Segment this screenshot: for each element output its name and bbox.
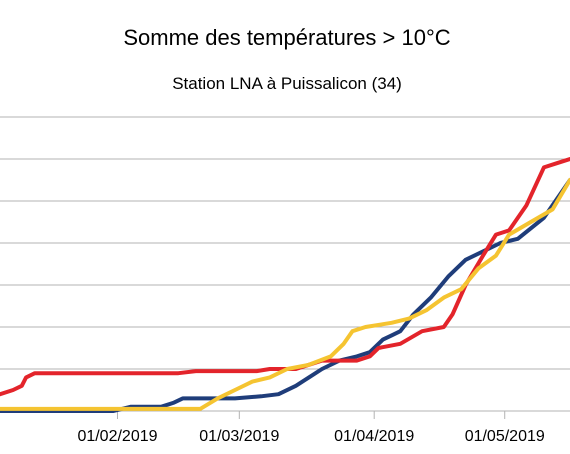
series-line-3	[0, 178, 570, 411]
x-axis: 01/02/2019 01/03/2019 01/04/2019 01/05/2019	[77, 411, 545, 445]
x-tick-label: 01/05/2019	[465, 428, 545, 445]
gridlines	[0, 116, 570, 412]
series-line-2	[0, 157, 570, 397]
x-tick-label: 01/02/2019	[77, 428, 157, 445]
x-tick-label: 01/03/2019	[199, 428, 279, 445]
chart-subtitle: Station LNA à Puissalicon (34)	[172, 74, 402, 93]
series-line-1	[0, 178, 570, 413]
chart-title: Somme des températures > 10°C	[123, 25, 450, 50]
series-lines	[0, 157, 570, 413]
x-tick-label: 01/04/2019	[334, 428, 414, 445]
